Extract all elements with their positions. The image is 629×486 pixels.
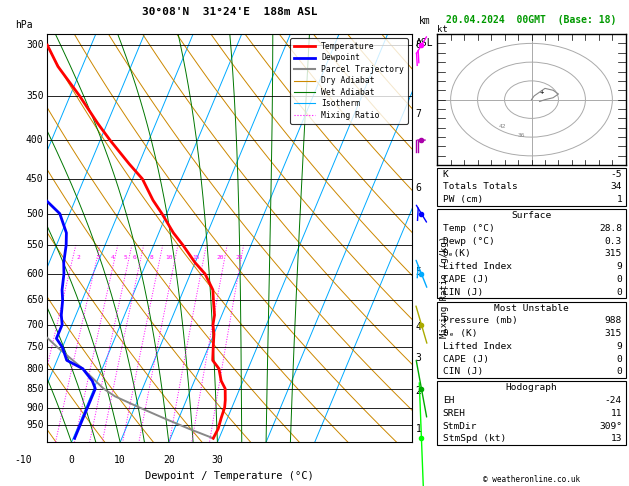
Text: -24: -24 (605, 396, 622, 405)
Text: 0: 0 (616, 354, 622, 364)
Text: 2: 2 (77, 255, 81, 260)
Text: 25: 25 (236, 255, 243, 260)
Text: 36: 36 (518, 133, 525, 138)
Text: 6: 6 (133, 255, 136, 260)
Text: θₑ(K): θₑ(K) (443, 249, 472, 258)
Text: 850: 850 (26, 383, 43, 394)
Text: 0: 0 (69, 454, 74, 465)
Text: 13: 13 (611, 434, 622, 443)
Bar (437, 209, 626, 298)
Text: 0: 0 (616, 275, 622, 284)
Text: 7: 7 (416, 109, 421, 120)
Text: 400: 400 (26, 135, 43, 145)
Text: Surface: Surface (511, 211, 552, 220)
Text: 450: 450 (26, 174, 43, 184)
Text: 1: 1 (38, 255, 42, 260)
Text: 0: 0 (616, 367, 622, 376)
Text: 1: 1 (416, 424, 421, 434)
Text: 9: 9 (616, 262, 622, 271)
Text: 3: 3 (96, 255, 100, 260)
Text: 34: 34 (611, 182, 622, 191)
Text: -5: -5 (611, 170, 622, 178)
Text: hPa: hPa (14, 20, 32, 30)
Text: SREH: SREH (443, 409, 466, 418)
Text: 6: 6 (416, 183, 421, 192)
Text: Mixing Ratio (g/kg): Mixing Ratio (g/kg) (440, 236, 449, 338)
Text: Lifted Index: Lifted Index (443, 342, 512, 351)
Text: StmDir: StmDir (443, 421, 477, 431)
Text: 8: 8 (150, 255, 153, 260)
Text: Temp (°C): Temp (°C) (443, 224, 494, 233)
Text: 8: 8 (416, 40, 421, 50)
Text: Most Unstable: Most Unstable (494, 303, 569, 312)
Text: 900: 900 (26, 402, 43, 413)
Text: Dewpoint / Temperature (°C): Dewpoint / Temperature (°C) (145, 471, 314, 481)
Text: +: + (540, 89, 544, 95)
Text: Pressure (mb): Pressure (mb) (443, 316, 518, 325)
Text: CIN (J): CIN (J) (443, 288, 483, 296)
Text: 988: 988 (605, 316, 622, 325)
Text: 30: 30 (211, 454, 223, 465)
Text: 315: 315 (605, 249, 622, 258)
Text: 600: 600 (26, 269, 43, 279)
Text: 650: 650 (26, 295, 43, 305)
Text: 4: 4 (416, 322, 421, 332)
Text: km: km (419, 16, 431, 26)
Text: 5: 5 (123, 255, 127, 260)
Text: 10: 10 (114, 454, 126, 465)
Text: -10: -10 (14, 454, 31, 465)
Text: 10: 10 (165, 255, 172, 260)
Text: CIN (J): CIN (J) (443, 367, 483, 376)
Text: 350: 350 (26, 91, 43, 101)
Text: 750: 750 (26, 342, 43, 352)
Text: 42: 42 (499, 124, 506, 129)
Text: 11: 11 (611, 409, 622, 418)
Text: CAPE (J): CAPE (J) (443, 275, 489, 284)
Text: © weatheronline.co.uk: © weatheronline.co.uk (483, 474, 580, 484)
Text: 300: 300 (26, 40, 43, 50)
Text: 700: 700 (26, 320, 43, 330)
Text: PW (cm): PW (cm) (443, 195, 483, 204)
Text: 800: 800 (26, 364, 43, 374)
Text: 315: 315 (605, 329, 622, 338)
Text: 9: 9 (616, 342, 622, 351)
Bar (437, 302, 626, 378)
Text: 2: 2 (416, 385, 421, 396)
Text: EH: EH (443, 396, 454, 405)
Text: Dewp (°C): Dewp (°C) (443, 237, 494, 245)
Text: 550: 550 (26, 240, 43, 250)
Text: 5: 5 (416, 267, 421, 277)
Text: 20: 20 (163, 454, 175, 465)
Bar (437, 168, 626, 206)
Text: 0.3: 0.3 (605, 237, 622, 245)
Text: Hodograph: Hodograph (506, 383, 557, 392)
Text: K: K (443, 170, 448, 178)
Text: 28.8: 28.8 (599, 224, 622, 233)
Text: StmSpd (kt): StmSpd (kt) (443, 434, 506, 443)
Text: CAPE (J): CAPE (J) (443, 354, 489, 364)
Text: Lifted Index: Lifted Index (443, 262, 512, 271)
Legend: Temperature, Dewpoint, Parcel Trajectory, Dry Adiabat, Wet Adiabat, Isotherm, Mi: Temperature, Dewpoint, Parcel Trajectory… (291, 38, 408, 123)
Text: ASL: ASL (416, 38, 433, 48)
Text: Totals Totals: Totals Totals (443, 182, 518, 191)
Text: θₑ (K): θₑ (K) (443, 329, 477, 338)
Text: 15: 15 (192, 255, 199, 260)
Text: 3: 3 (416, 353, 421, 363)
Text: 30°08'N  31°24'E  188m ASL: 30°08'N 31°24'E 188m ASL (142, 7, 318, 17)
Text: 950: 950 (26, 420, 43, 430)
Text: kt: kt (437, 25, 448, 34)
Text: 500: 500 (26, 208, 43, 219)
Text: 20: 20 (216, 255, 223, 260)
Bar (437, 382, 626, 445)
Text: 1: 1 (616, 195, 622, 204)
Text: 309°: 309° (599, 421, 622, 431)
Text: 4: 4 (111, 255, 114, 260)
Text: 0: 0 (616, 288, 622, 296)
Text: 20.04.2024  00GMT  (Base: 18): 20.04.2024 00GMT (Base: 18) (447, 15, 616, 25)
